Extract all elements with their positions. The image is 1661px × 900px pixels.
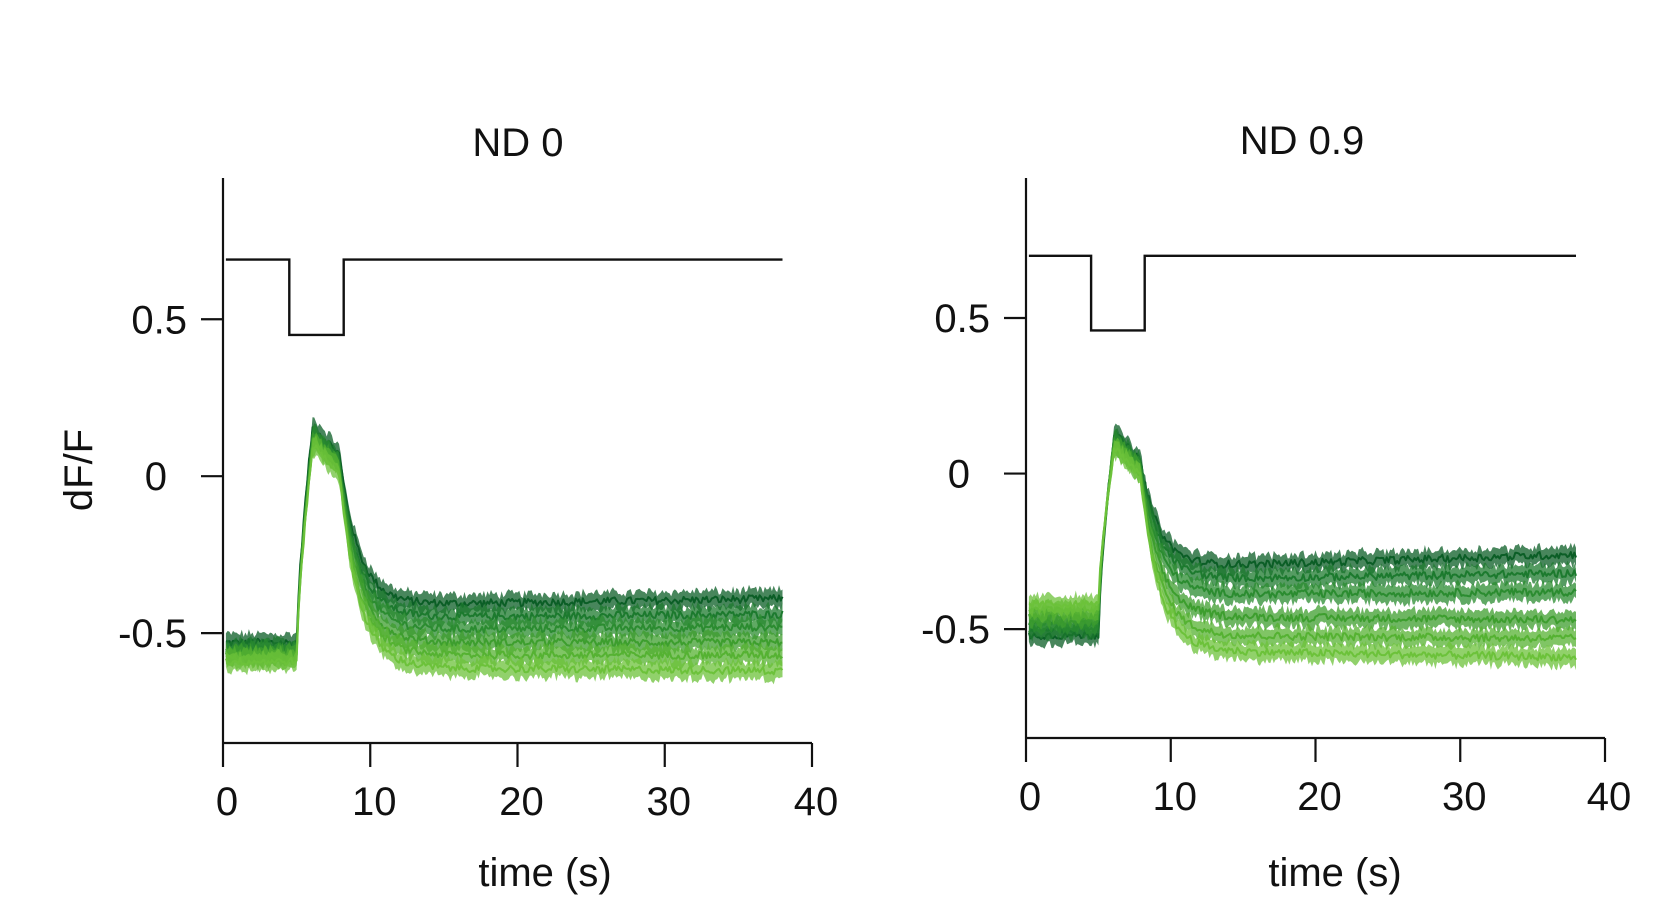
x-tick-label: 20 bbox=[499, 780, 544, 824]
panel-nd09: ND 0.9 time (s) 0 10 20 30 40 -0.5 0 0.5 bbox=[921, 119, 1631, 895]
x-tick-label: 10 bbox=[352, 780, 397, 824]
x-tick-label: 30 bbox=[1442, 775, 1487, 819]
stimulus-trace bbox=[1028, 254, 1576, 332]
trace-band bbox=[1028, 437, 1576, 652]
trace-band bbox=[225, 423, 783, 662]
x-tick-label: 40 bbox=[794, 780, 839, 824]
trace-line bbox=[224, 444, 784, 676]
trace-band bbox=[1028, 440, 1576, 671]
chart-title: ND 0 bbox=[472, 121, 563, 165]
y-tick-label: 0.5 bbox=[934, 297, 990, 341]
x-tick-label: 30 bbox=[647, 780, 692, 824]
y-axis-label: dF/F bbox=[57, 429, 101, 511]
x-axis-label: time (s) bbox=[1268, 851, 1401, 895]
trace-band bbox=[225, 432, 783, 673]
y-tick-label: 0 bbox=[145, 455, 167, 499]
x-tick-label: 20 bbox=[1297, 775, 1342, 819]
x-axis-label: time (s) bbox=[478, 851, 611, 895]
panel-nd0: ND 0 dF/F time (s) 0 10 20 30 40 -0.5 0 0.5 bbox=[57, 121, 838, 895]
chart-title: ND 0.9 bbox=[1240, 119, 1365, 163]
x-tick-label: 0 bbox=[1019, 775, 1041, 819]
trace-band bbox=[1028, 428, 1576, 637]
trace-band bbox=[225, 417, 783, 656]
stimulus-trace bbox=[225, 258, 783, 337]
x-tick-label: 40 bbox=[1587, 775, 1632, 819]
trace-line bbox=[1028, 447, 1577, 662]
x-tick-label: 10 bbox=[1153, 775, 1198, 819]
y-tick-label: -0.5 bbox=[118, 612, 187, 656]
y-tick-label: -0.5 bbox=[921, 608, 990, 652]
y-tick-label: 0.5 bbox=[131, 298, 187, 342]
x-tick-label: 0 bbox=[216, 780, 238, 824]
y-tick-label: 0 bbox=[948, 453, 970, 497]
